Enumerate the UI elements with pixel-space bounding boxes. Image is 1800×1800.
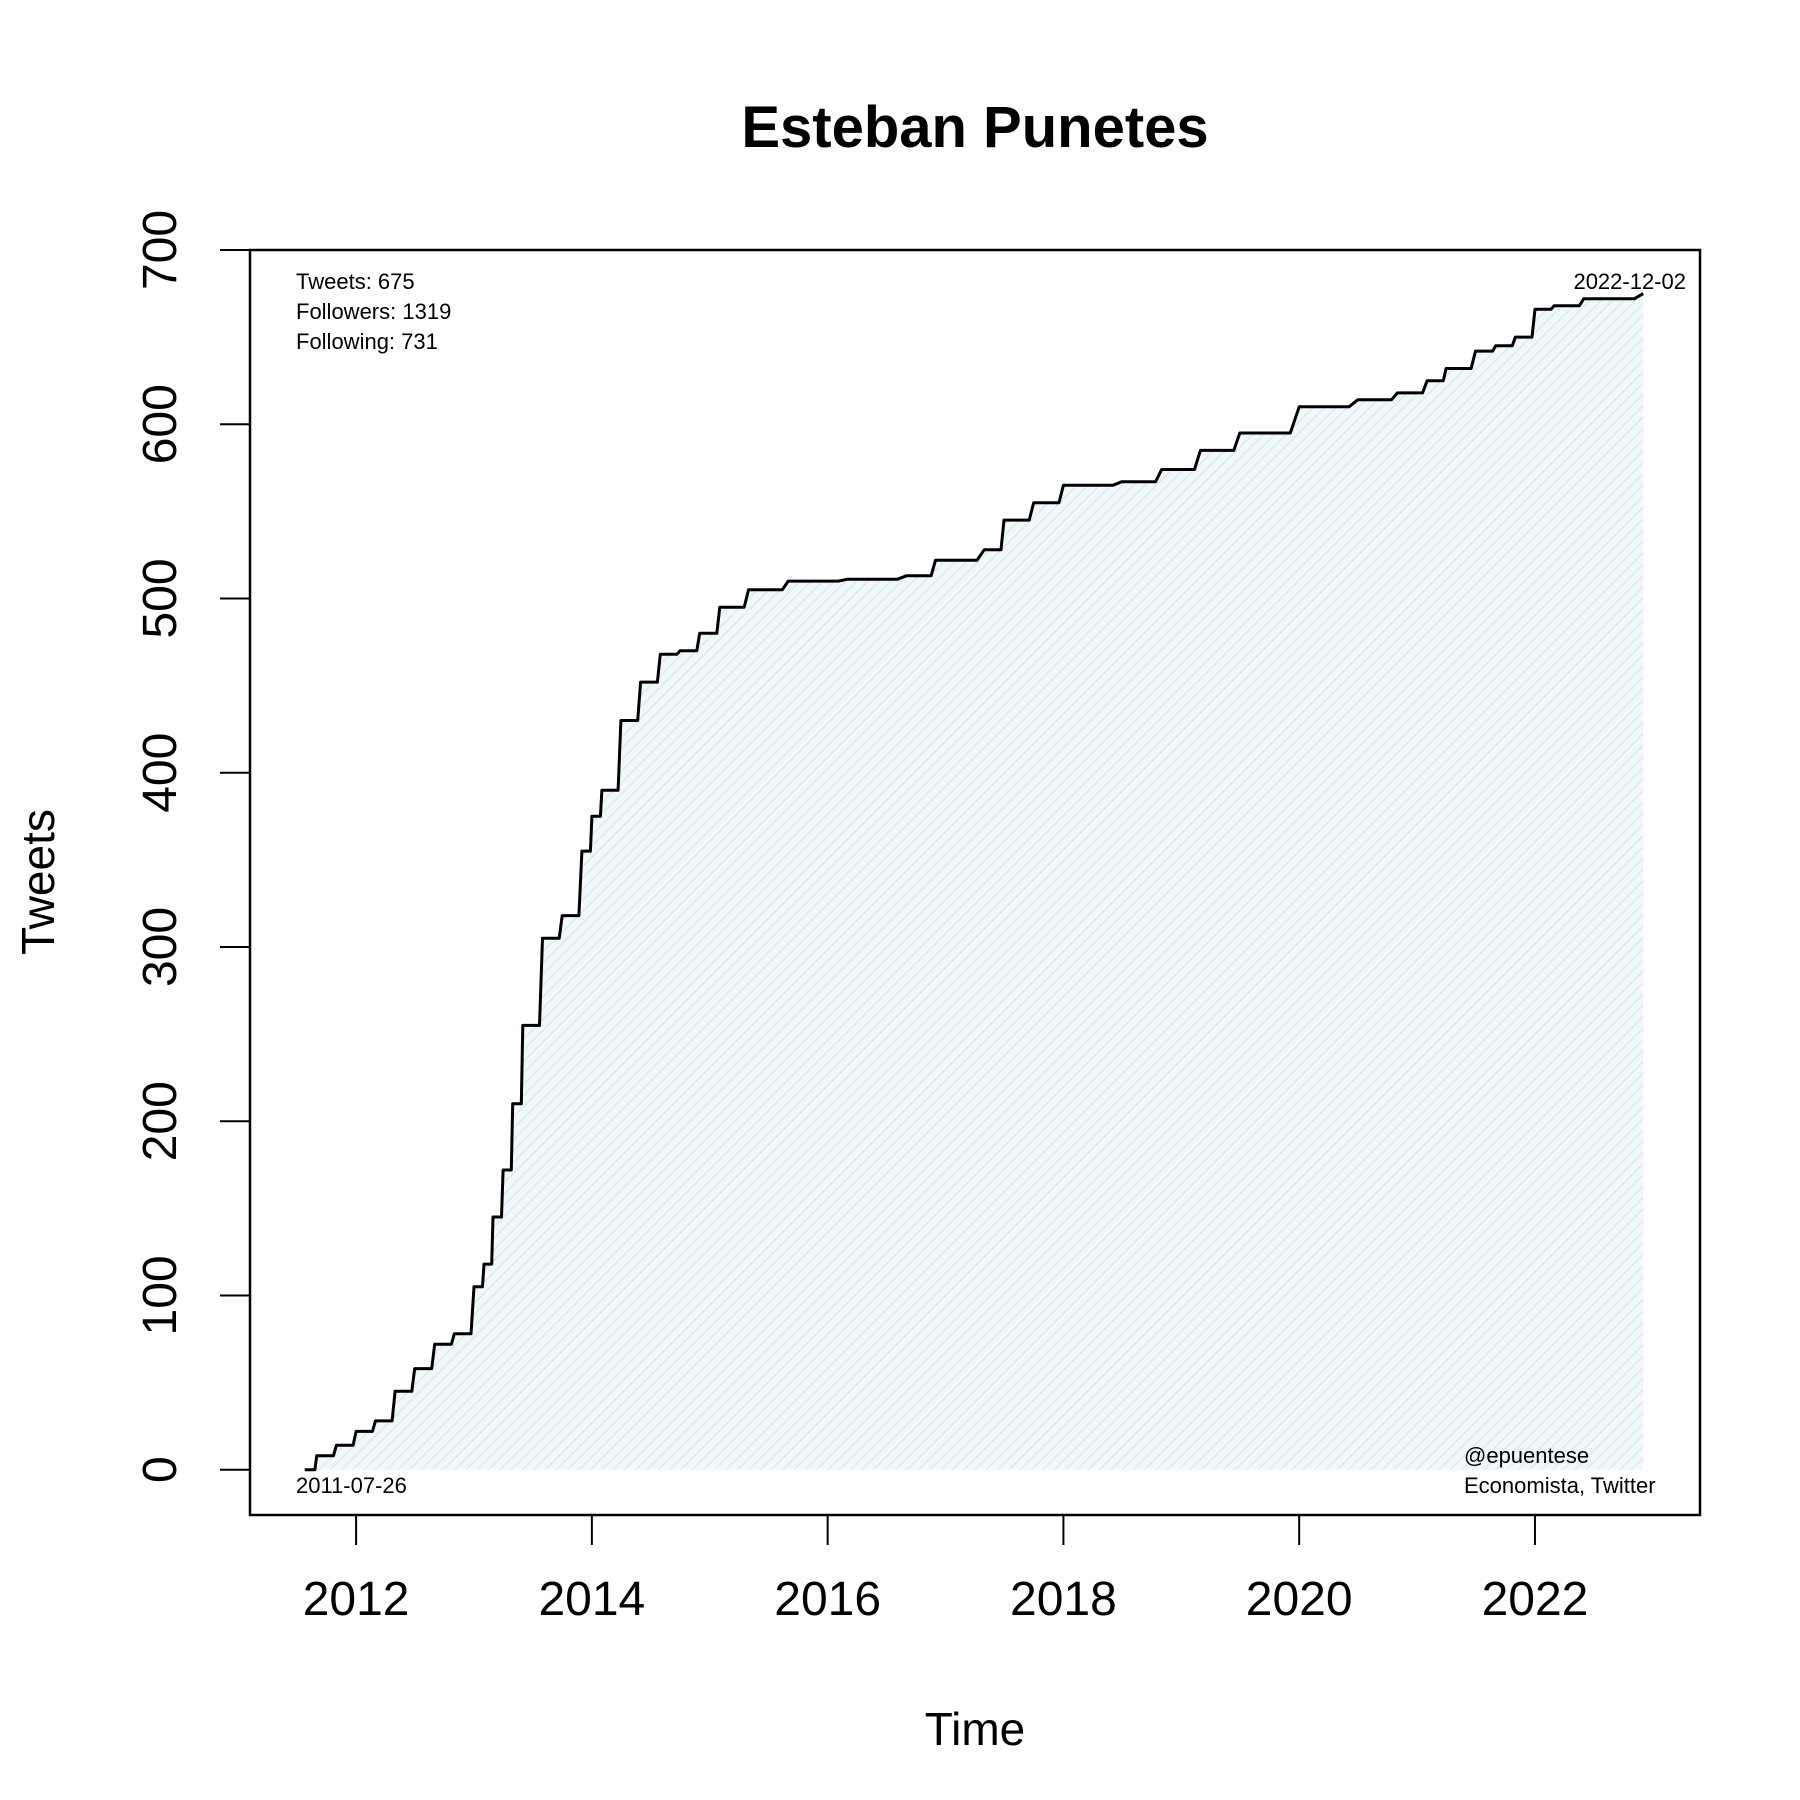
credit-description: Economista, Twitter (1464, 1473, 1656, 1498)
x-tick-label-2020: 2020 (1246, 1573, 1353, 1626)
stats-following: Following: 731 (296, 329, 438, 354)
y-tick-label-500: 500 (134, 558, 187, 638)
stats-followers: Followers: 1319 (296, 299, 451, 324)
stats-tweets: Tweets: 675 (296, 269, 415, 294)
area-fill (304, 293, 1644, 1470)
y-tick-label-700: 700 (134, 210, 187, 290)
x-axis: 2012 2014 2016 2018 2020 2022 (303, 1514, 1589, 1626)
x-tick-label-2022: 2022 (1482, 1573, 1589, 1626)
x-tick-label-2012: 2012 (303, 1573, 410, 1626)
credit-handle: @epuentese (1464, 1443, 1589, 1468)
y-tick-label-0: 0 (134, 1456, 187, 1483)
plot-area (304, 292, 1644, 1472)
chart-title: Esteban Punetes (741, 95, 1208, 160)
end-date-label: 2022-12-02 (1573, 269, 1686, 294)
y-axis-title: Tweets (12, 809, 64, 955)
series-line (304, 292, 1644, 1472)
start-date-label: 2011-07-26 (296, 1473, 407, 1498)
y-tick-label-300: 300 (134, 907, 187, 987)
y-tick-label-600: 600 (134, 384, 187, 464)
y-tick-label-100: 100 (134, 1255, 187, 1335)
x-tick-label-2018: 2018 (1010, 1573, 1117, 1626)
x-tick-label-2014: 2014 (538, 1573, 645, 1626)
y-tick-label-400: 400 (134, 733, 187, 813)
x-axis-title: Time (925, 1703, 1026, 1755)
x-tick-label-2016: 2016 (774, 1573, 881, 1626)
y-tick-label-200: 200 (134, 1081, 187, 1161)
y-axis: 0 100 200 300 400 500 600 700 (134, 210, 251, 1483)
